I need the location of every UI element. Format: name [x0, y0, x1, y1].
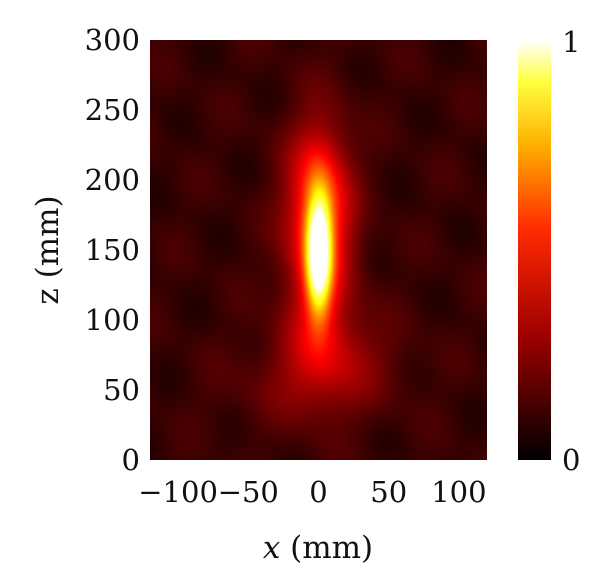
y-axis-label: z (mm)	[30, 195, 66, 304]
x-axis-label-variable: x	[263, 530, 281, 566]
y-tick-label: 100	[85, 303, 140, 337]
y-tick-label: 200	[85, 163, 140, 197]
plot-area	[150, 40, 487, 460]
y-tick-label: 300	[85, 23, 140, 57]
x-tick-label: −100	[138, 475, 218, 509]
y-tick-label: 150	[85, 233, 140, 267]
colorbar-max-label: 1	[562, 25, 580, 59]
x-tick-label: −50	[218, 475, 279, 509]
y-tick-label: 0	[122, 443, 140, 477]
colorbar-min-label: 0	[562, 443, 580, 477]
colorbar-gradient	[518, 40, 551, 460]
x-tick-label: 100	[431, 475, 486, 509]
x-axis-ticks: −100 −50 0 50 100	[138, 475, 486, 509]
x-tick-label: 0	[309, 475, 327, 509]
x-tick-label: 50	[370, 475, 407, 509]
x-axis-label-unit: (mm)	[280, 530, 373, 566]
colorbar: 1 0	[518, 25, 580, 477]
y-axis-ticks: 0 50 100 150 200 250 300	[85, 23, 140, 477]
y-tick-label: 50	[103, 373, 140, 407]
y-tick-label: 250	[85, 93, 140, 127]
heatmap-image	[150, 40, 487, 460]
x-axis-label: x (mm)	[263, 530, 373, 566]
